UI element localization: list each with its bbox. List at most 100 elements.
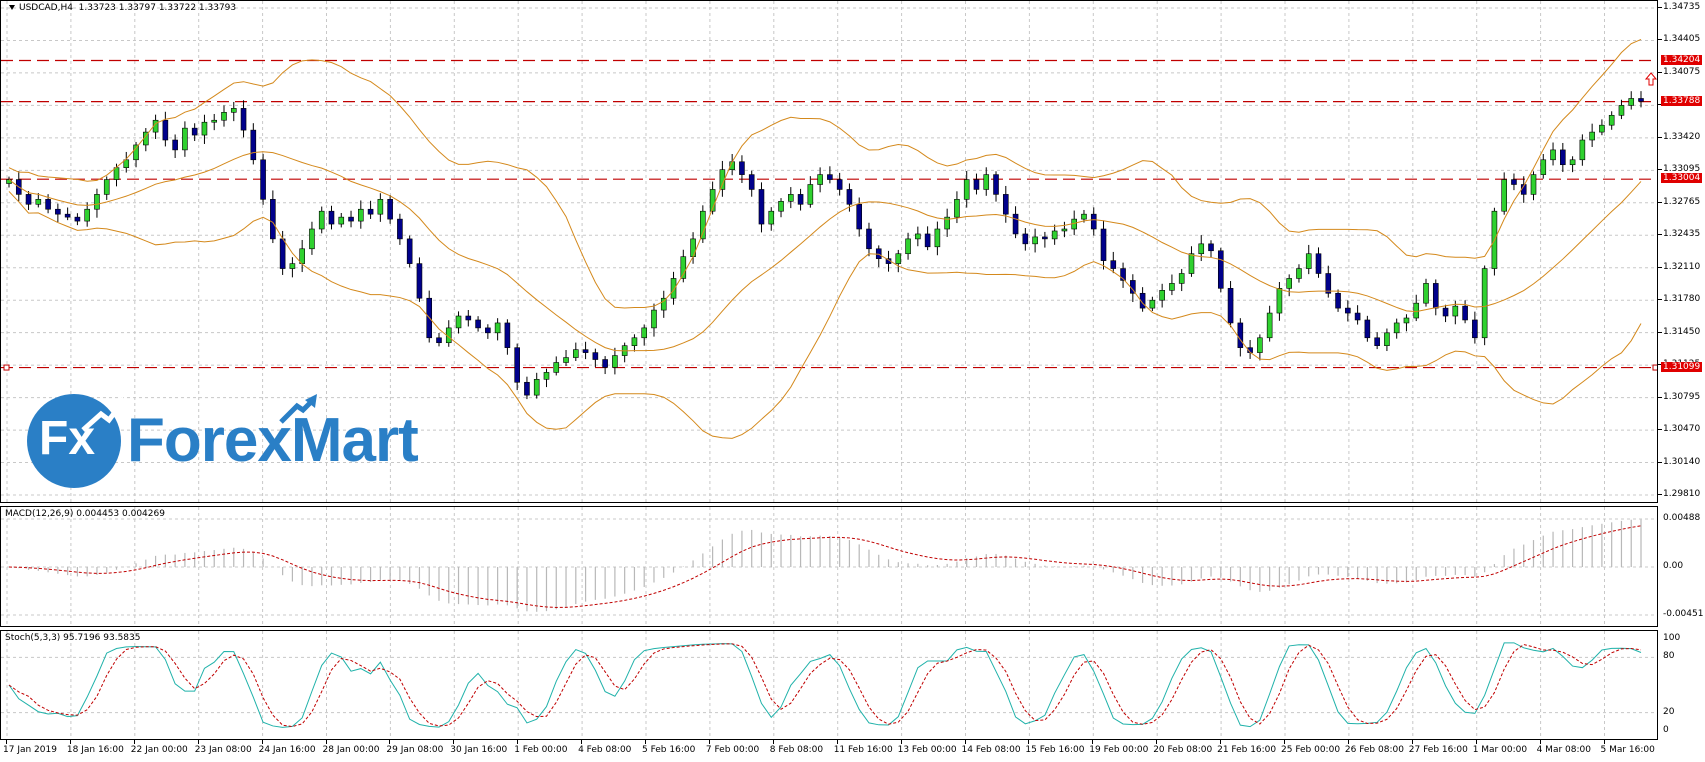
candle — [6, 176, 12, 188]
price-label: 1.31450 — [1663, 326, 1701, 337]
candle — [1413, 294, 1420, 322]
time-label: 5 Feb 16:00 — [642, 745, 696, 755]
candle — [55, 203, 61, 223]
stochastic-canvas — [1, 631, 1657, 739]
time-tick — [1475, 740, 1477, 744]
time-tick — [517, 740, 519, 744]
candle — [602, 356, 608, 375]
candle — [934, 221, 941, 256]
macd-axis-label: 0.00 — [1663, 561, 1684, 571]
price-tick — [1658, 104, 1662, 106]
price-label: 1.32435 — [1663, 229, 1701, 240]
candle — [1560, 142, 1566, 173]
time-tick — [1284, 740, 1285, 744]
price-tick — [1658, 201, 1662, 203]
candle — [621, 342, 628, 363]
logo-arrow-icon — [81, 396, 125, 432]
candle — [983, 167, 990, 196]
candle — [993, 171, 999, 202]
price-chart-pane[interactable]: USDCAD,H4 1.33723 1.33797 1.33722 1.3379… — [0, 0, 1658, 503]
candle — [230, 101, 237, 122]
time-tick — [1092, 740, 1094, 744]
candle — [1530, 171, 1537, 201]
candle — [875, 245, 882, 268]
candle — [1139, 287, 1146, 312]
symbol-menu-icon[interactable] — [9, 5, 15, 10]
candle — [1178, 268, 1185, 292]
macd-axis-label: -0.00451 — [1663, 609, 1704, 619]
candle — [406, 235, 413, 268]
candle — [455, 311, 462, 334]
candle — [651, 303, 657, 337]
candle — [1345, 300, 1351, 322]
time-tick — [964, 740, 966, 744]
candle — [172, 134, 178, 158]
level-price-label: 1.33788 — [1661, 95, 1703, 106]
candle — [817, 167, 823, 193]
time-tick — [645, 740, 646, 744]
time-label: 24 Jan 16:00 — [258, 745, 316, 755]
time-label: 23 Jan 08:00 — [194, 745, 252, 755]
candle — [1511, 173, 1517, 191]
time-axis[interactable]: 17 Jan 2019 18 Jan 16:00 22 Jan 00:00 23 Ja… — [0, 740, 1658, 762]
candle — [856, 197, 863, 237]
candle — [299, 239, 305, 273]
candle — [680, 249, 687, 283]
candle — [1384, 328, 1390, 352]
price-label: 1.33420 — [1663, 131, 1701, 142]
stochastic-pane[interactable]: Stoch(5,3,3) 95.7196 93.5835 — [0, 630, 1658, 740]
price-label: 1.32110 — [1663, 261, 1701, 272]
candle — [807, 176, 814, 208]
logo-brand-arrow-icon — [279, 394, 317, 424]
candle — [1354, 305, 1361, 325]
candle — [1022, 228, 1029, 251]
time-label: 27 Feb 16:00 — [1408, 745, 1468, 755]
price-axis[interactable]: 1.347351.344051.340751.337501.334201.330… — [1658, 0, 1705, 503]
candle — [1257, 334, 1263, 361]
candle — [768, 207, 775, 231]
level-handle-right[interactable] — [1652, 364, 1658, 371]
price-tick — [1658, 396, 1662, 398]
candle — [377, 193, 384, 222]
level-handle-left[interactable] — [3, 364, 10, 371]
candle — [328, 205, 335, 230]
price-label: 1.34075 — [1663, 66, 1701, 77]
time-label: 19 Feb 00:00 — [1089, 745, 1149, 755]
candle — [836, 172, 843, 196]
price-chart-canvas[interactable] — [1, 1, 1658, 503]
candle — [1481, 265, 1488, 346]
candle — [1442, 304, 1449, 323]
macd-pane[interactable]: MACD(12,26,9) 0.004453 0.004269 — [0, 506, 1658, 627]
price-tick — [1658, 429, 1662, 431]
candle — [338, 212, 345, 228]
candle — [1012, 206, 1019, 239]
price-tick — [1658, 266, 1662, 268]
candle — [1462, 300, 1468, 324]
time-tick — [708, 740, 710, 744]
candle — [1051, 224, 1058, 245]
stochastic-axis-label: 100 — [1663, 633, 1681, 643]
candle — [1335, 289, 1341, 312]
time-tick — [69, 740, 71, 744]
candle — [1208, 240, 1214, 258]
candle — [201, 114, 208, 144]
time-tick — [1028, 740, 1030, 744]
candle — [1032, 228, 1038, 253]
level-price-label: 1.33004 — [1661, 173, 1703, 184]
candle — [1120, 262, 1126, 288]
candle — [748, 170, 755, 197]
candle — [25, 191, 32, 210]
time-label: 28 Jan 00:00 — [322, 745, 380, 755]
candle — [64, 207, 71, 221]
candle — [1432, 279, 1439, 316]
bollinger-bands — [8, 38, 1642, 439]
price-tick — [1658, 39, 1662, 41]
candle — [944, 208, 950, 237]
candle — [563, 349, 569, 366]
time-label: 20 Feb 08:00 — [1153, 745, 1213, 755]
candle — [1325, 265, 1332, 298]
time-tick — [453, 740, 455, 744]
candle — [1472, 311, 1478, 344]
macd-axis: 0.00488 0.00 -0.00451 — [1658, 506, 1705, 627]
time-label: 8 Feb 08:00 — [769, 745, 824, 755]
